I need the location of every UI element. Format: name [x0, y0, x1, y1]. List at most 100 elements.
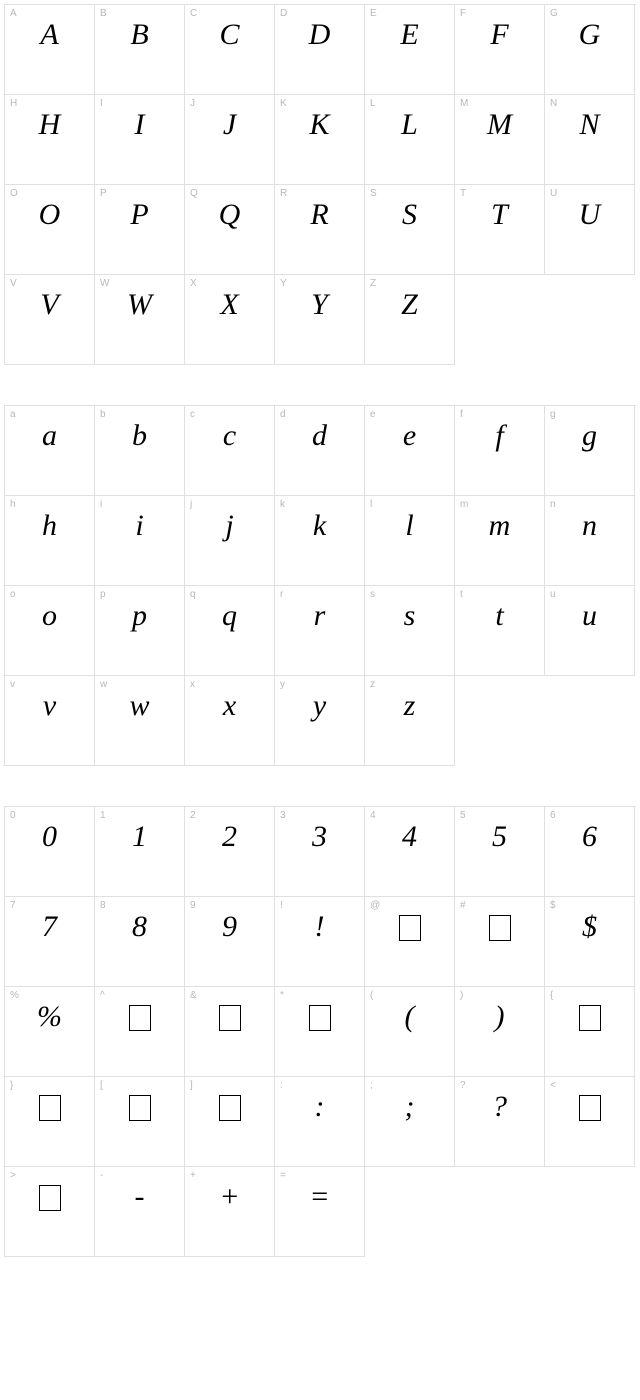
glyph-cell[interactable]: vv: [5, 676, 95, 766]
glyph-cell[interactable]: xx: [185, 676, 275, 766]
glyph-cell[interactable]: ff: [455, 406, 545, 496]
glyph-cell[interactable]: aa: [5, 406, 95, 496]
glyph-cell[interactable]: ZZ: [365, 275, 455, 365]
glyph-display: %: [5, 997, 94, 1037]
glyph-cell[interactable]: {: [545, 987, 635, 1077]
glyph-cell[interactable]: WW: [95, 275, 185, 365]
glyph-display: m: [455, 506, 544, 546]
glyph-cell[interactable]: ??: [455, 1077, 545, 1167]
glyph-cell[interactable]: ss: [365, 586, 455, 676]
glyph-cell[interactable]: }: [5, 1077, 95, 1167]
glyph-cell[interactable]: tt: [455, 586, 545, 676]
glyph-cell[interactable]: II: [95, 95, 185, 185]
glyph-cell[interactable]: ::: [275, 1077, 365, 1167]
glyph-cell[interactable]: nn: [545, 496, 635, 586]
glyph-cell[interactable]: ll: [365, 496, 455, 586]
glyph-cell[interactable]: YY: [275, 275, 365, 365]
glyph-cell[interactable]: <: [545, 1077, 635, 1167]
glyph-cell[interactable]: 22: [185, 807, 275, 897]
glyph-cell[interactable]: $$: [545, 897, 635, 987]
glyph-cell[interactable]: KK: [275, 95, 365, 185]
glyph-cell[interactable]: *: [275, 987, 365, 1077]
glyph-cell[interactable]: LL: [365, 95, 455, 185]
glyph-display: =: [275, 1177, 364, 1217]
glyph-cell[interactable]: yy: [275, 676, 365, 766]
glyph-cell[interactable]: qq: [185, 586, 275, 676]
glyph-cell[interactable]: MM: [455, 95, 545, 185]
glyph-cell[interactable]: SS: [365, 185, 455, 275]
glyph-cell[interactable]: hh: [5, 496, 95, 586]
glyph-cell[interactable]: jj: [185, 496, 275, 586]
glyph-cell[interactable]: UU: [545, 185, 635, 275]
glyph-cell[interactable]: 33: [275, 807, 365, 897]
glyph-cell[interactable]: FF: [455, 5, 545, 95]
glyph-cell[interactable]: PP: [95, 185, 185, 275]
glyph-cell[interactable]: ^: [95, 987, 185, 1077]
glyph-cell[interactable]: ]: [185, 1077, 275, 1167]
glyph-display: L: [365, 105, 454, 145]
glyph-cell[interactable]: gg: [545, 406, 635, 496]
glyph-cell[interactable]: ==: [275, 1167, 365, 1257]
glyph-cell[interactable]: ii: [95, 496, 185, 586]
glyph-cell[interactable]: @: [365, 897, 455, 987]
glyph-display: +: [185, 1177, 274, 1217]
glyph-cell[interactable]: pp: [95, 586, 185, 676]
glyph-cell[interactable]: TT: [455, 185, 545, 275]
glyph-cell[interactable]: oo: [5, 586, 95, 676]
glyph-cell[interactable]: kk: [275, 496, 365, 586]
glyph-cell[interactable]: QQ: [185, 185, 275, 275]
glyph-cell[interactable]: ++: [185, 1167, 275, 1257]
glyph-cell[interactable]: %%: [5, 987, 95, 1077]
charmap-section-lowercase: aabbccddeeffgg hhiijjkkllmmnn ooppqqrrsstt…: [4, 405, 636, 766]
glyph-cell[interactable]: mm: [455, 496, 545, 586]
glyph-cell[interactable]: 99: [185, 897, 275, 987]
glyph-cell[interactable]: VV: [5, 275, 95, 365]
glyph-cell[interactable]: 44: [365, 807, 455, 897]
glyph-cell[interactable]: ((: [365, 987, 455, 1077]
charmap-grid: 00112233445566 778899!!@#$$%%^&*(()){}[]:…: [4, 806, 636, 1257]
glyph-display: O: [5, 195, 94, 235]
glyph-display: n: [545, 506, 634, 546]
glyph-cell[interactable]: 66: [545, 807, 635, 897]
glyph-display: b: [95, 416, 184, 456]
glyph-cell[interactable]: 88: [95, 897, 185, 987]
glyph-display: v: [5, 686, 94, 726]
glyph-cell[interactable]: 55: [455, 807, 545, 897]
glyph-cell[interactable]: ww: [95, 676, 185, 766]
glyph-cell[interactable]: bb: [95, 406, 185, 496]
glyph-display: -: [95, 1177, 184, 1217]
glyph-cell[interactable]: GG: [545, 5, 635, 95]
glyph-cell[interactable]: DD: [275, 5, 365, 95]
glyph-cell[interactable]: XX: [185, 275, 275, 365]
glyph-cell[interactable]: rr: [275, 586, 365, 676]
character-map-root: AABBCCDDEEFFGG HHIIJJKKLLMMNN OOPPQQRRSSTT…: [0, 4, 640, 1257]
glyph-cell[interactable]: ee: [365, 406, 455, 496]
glyph-cell[interactable]: [: [95, 1077, 185, 1167]
glyph-cell[interactable]: AA: [5, 5, 95, 95]
glyph-cell[interactable]: JJ: [185, 95, 275, 185]
glyph-cell[interactable]: )): [455, 987, 545, 1077]
glyph-cell[interactable]: 77: [5, 897, 95, 987]
glyph-display: X: [185, 285, 274, 325]
glyph-cell[interactable]: NN: [545, 95, 635, 185]
glyph-cell[interactable]: HH: [5, 95, 95, 185]
glyph-display: 8: [95, 907, 184, 947]
glyph-cell[interactable]: &: [185, 987, 275, 1077]
glyph-cell[interactable]: !!: [275, 897, 365, 987]
glyph-cell[interactable]: uu: [545, 586, 635, 676]
glyph-cell[interactable]: OO: [5, 185, 95, 275]
glyph-cell[interactable]: --: [95, 1167, 185, 1257]
glyph-cell[interactable]: zz: [365, 676, 455, 766]
glyph-cell[interactable]: 00: [5, 807, 95, 897]
glyph-cell[interactable]: >: [5, 1167, 95, 1257]
glyph-cell[interactable]: ;;: [365, 1077, 455, 1167]
glyph-display: 6: [545, 817, 634, 857]
glyph-cell[interactable]: EE: [365, 5, 455, 95]
glyph-cell[interactable]: CC: [185, 5, 275, 95]
glyph-cell[interactable]: BB: [95, 5, 185, 95]
glyph-cell[interactable]: cc: [185, 406, 275, 496]
glyph-cell[interactable]: dd: [275, 406, 365, 496]
glyph-cell[interactable]: 11: [95, 807, 185, 897]
glyph-cell[interactable]: RR: [275, 185, 365, 275]
glyph-cell[interactable]: #: [455, 897, 545, 987]
